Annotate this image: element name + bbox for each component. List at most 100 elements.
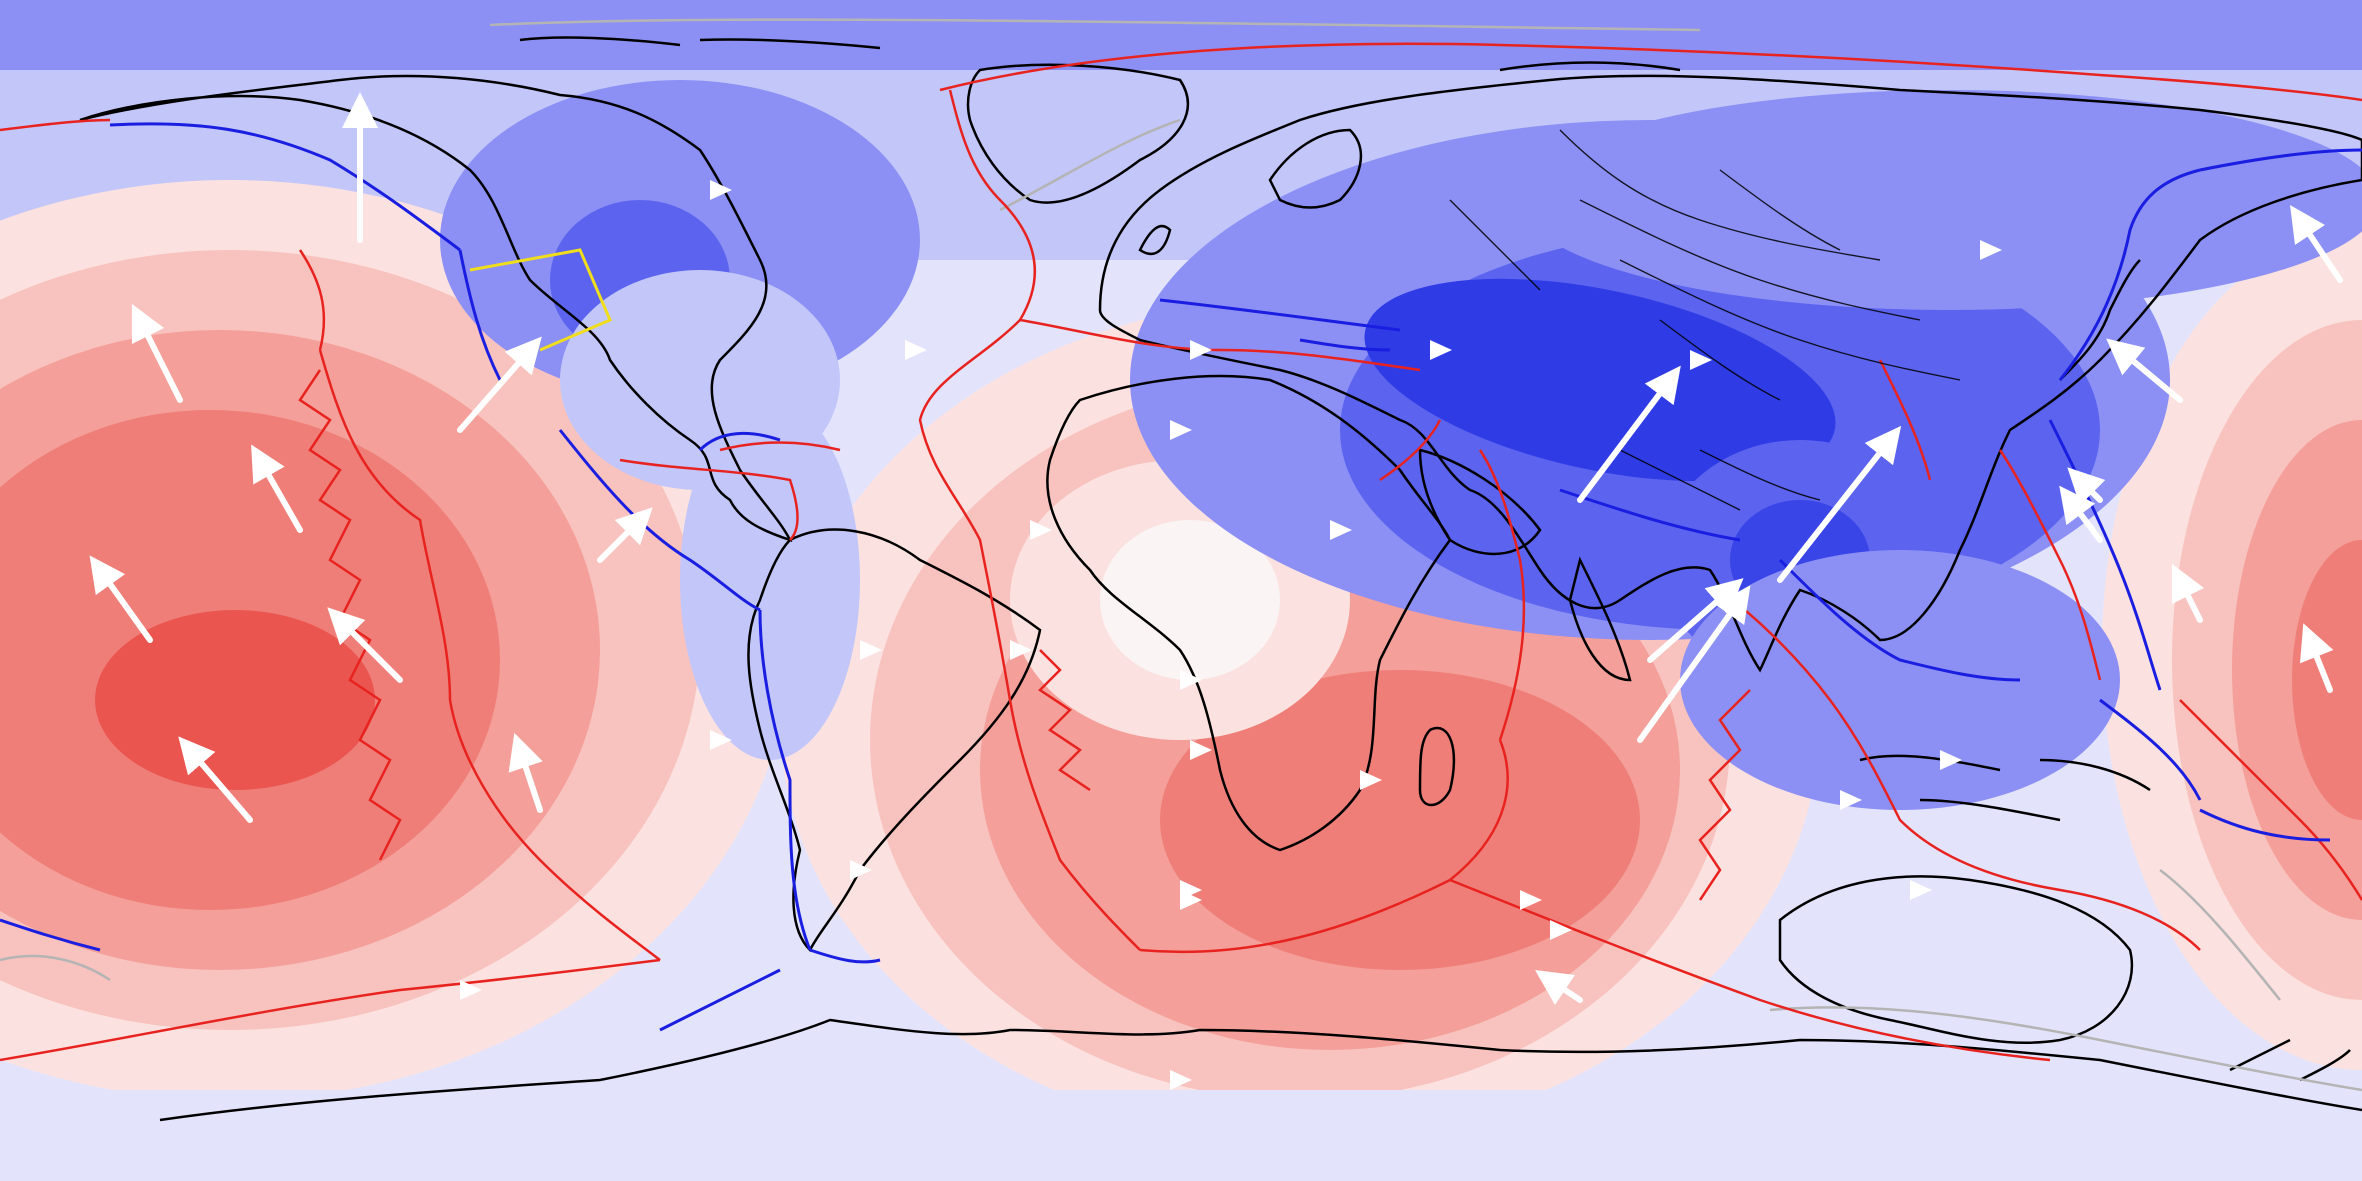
east-asia-boundary bbox=[1878, 359, 1932, 481]
coast-arctic-islands bbox=[519, 36, 1681, 72]
coast-north-america bbox=[79, 74, 793, 543]
velocity-arrowhead bbox=[1840, 790, 1862, 810]
coastlines bbox=[79, 36, 2362, 1122]
coast-japan bbox=[2059, 259, 2141, 381]
coast-scandinavia bbox=[1268, 128, 1363, 209]
japan-trench bbox=[2058, 168, 2201, 381]
southern-trench bbox=[659, 968, 781, 1032]
velocity-arrow bbox=[457, 336, 542, 433]
coast-uk bbox=[1138, 224, 1172, 256]
juan-de-fuca bbox=[298, 249, 326, 351]
velocity-arrowhead bbox=[1360, 770, 1382, 790]
velocity-arrowhead bbox=[1520, 890, 1542, 910]
velocity-arrow bbox=[1535, 970, 1583, 1005]
hellenic-trench bbox=[1299, 338, 1391, 352]
velocity-arrow bbox=[2059, 485, 2103, 543]
velocity-arrows bbox=[89, 92, 2343, 1090]
mexico-trench bbox=[558, 429, 761, 612]
caribbean-trench bbox=[698, 431, 781, 452]
aleutian-red bbox=[0, 118, 111, 132]
cascadia-trench bbox=[458, 249, 502, 381]
velocity-arrow bbox=[327, 607, 403, 683]
velocity-arrowhead bbox=[1940, 750, 1962, 770]
velocity-arrow bbox=[89, 555, 153, 643]
asian-anomaly bbox=[1130, 90, 2362, 810]
velocity-arrowhead bbox=[1170, 420, 1192, 440]
velocity-arrow bbox=[2290, 205, 2343, 283]
aleutian-trench bbox=[109, 122, 461, 252]
coast-india bbox=[1568, 556, 1632, 682]
velocity-arrowhead bbox=[1180, 670, 1202, 690]
velocity-arrow bbox=[2299, 623, 2334, 693]
velocity-arrowhead bbox=[1170, 1070, 1192, 1090]
velocity-arrow bbox=[131, 303, 183, 403]
velocity-arrowhead bbox=[860, 640, 882, 660]
velocity-arrow bbox=[597, 507, 653, 563]
pacific-fracture-1 bbox=[298, 369, 402, 861]
field-south-band bbox=[0, 1090, 2362, 1181]
indo-australian bbox=[1719, 589, 2201, 951]
velocity-arrow bbox=[251, 444, 303, 533]
asian-geology-lines bbox=[1449, 129, 1961, 511]
sunda-trench bbox=[1778, 558, 2021, 682]
velocity-arrowhead bbox=[1690, 350, 1712, 370]
grey-boundaries bbox=[0, 18, 2362, 1092]
yellow-thrust bbox=[469, 248, 612, 352]
subduction-zones bbox=[0, 122, 2362, 1032]
tonga-red bbox=[2179, 699, 2362, 901]
velocity-arrowhead bbox=[850, 860, 872, 880]
velocity-arrow bbox=[2171, 563, 2205, 623]
gakkel-ridge bbox=[939, 42, 2362, 102]
philippine-trench bbox=[2048, 419, 2162, 691]
velocity-arrowhead bbox=[1180, 890, 1202, 910]
east-pacific-rise bbox=[318, 349, 661, 961]
red-sea-rift bbox=[1379, 419, 1442, 482]
velocity-arrow bbox=[1637, 585, 1751, 743]
north-american-anomaly bbox=[440, 80, 920, 760]
field-north-blue-strong bbox=[0, 0, 2362, 70]
velocity-arrow bbox=[1777, 425, 1902, 583]
peru-chile-trench bbox=[758, 609, 812, 951]
velocity-arrowhead bbox=[1910, 880, 1932, 900]
coast-indonesia bbox=[1859, 754, 2151, 822]
left-edge-trench bbox=[0, 918, 101, 952]
western-pacific-anomaly bbox=[2102, 230, 2362, 1070]
mediterranean-trench bbox=[1159, 298, 1401, 332]
velocity-arrowhead bbox=[1010, 640, 1032, 660]
velocity-arrowhead bbox=[1430, 340, 1452, 360]
velocity-arrowhead bbox=[710, 730, 732, 750]
mid-atlantic-ridge bbox=[918, 89, 1141, 951]
velocity-arrowhead bbox=[1550, 920, 1572, 940]
kuril-trench bbox=[2199, 148, 2362, 172]
velocity-arrowhead bbox=[1980, 240, 2002, 260]
velocity-arrowhead bbox=[1030, 520, 1052, 540]
coast-greenland bbox=[966, 63, 1190, 204]
new-hebrides bbox=[2099, 698, 2202, 801]
coast-south-america bbox=[747, 528, 1042, 953]
atlantic-fracture bbox=[1038, 649, 1091, 792]
velocity-arrowhead bbox=[710, 180, 732, 200]
velocity-arrowhead bbox=[1190, 740, 1212, 760]
scotia-trench bbox=[809, 948, 881, 964]
plate-boundaries bbox=[0, 42, 2362, 1062]
indian-fracture bbox=[1698, 689, 1751, 901]
velocity-arrow bbox=[2106, 338, 2183, 403]
velocity-arrow bbox=[508, 732, 543, 813]
velocity-arrowhead bbox=[1190, 340, 1212, 360]
coast-antarctica bbox=[159, 1018, 2362, 1122]
southwest-indian-ridge bbox=[1139, 739, 1509, 954]
coast-australia bbox=[1778, 875, 2134, 1044]
pacific-antarctic-ridge bbox=[0, 958, 661, 1062]
coast-madagascar bbox=[1418, 726, 1456, 807]
velocity-arrow bbox=[2067, 467, 2106, 506]
coast-arabia bbox=[1418, 448, 1542, 556]
philippine bbox=[1998, 449, 2102, 681]
central-indian-ridge bbox=[1478, 449, 1526, 741]
africa-eurasia-boundary bbox=[1019, 318, 1421, 372]
coast-africa bbox=[1046, 374, 1452, 852]
velocity-arrowhead bbox=[1330, 520, 1352, 540]
velocity-arrow bbox=[178, 736, 253, 823]
